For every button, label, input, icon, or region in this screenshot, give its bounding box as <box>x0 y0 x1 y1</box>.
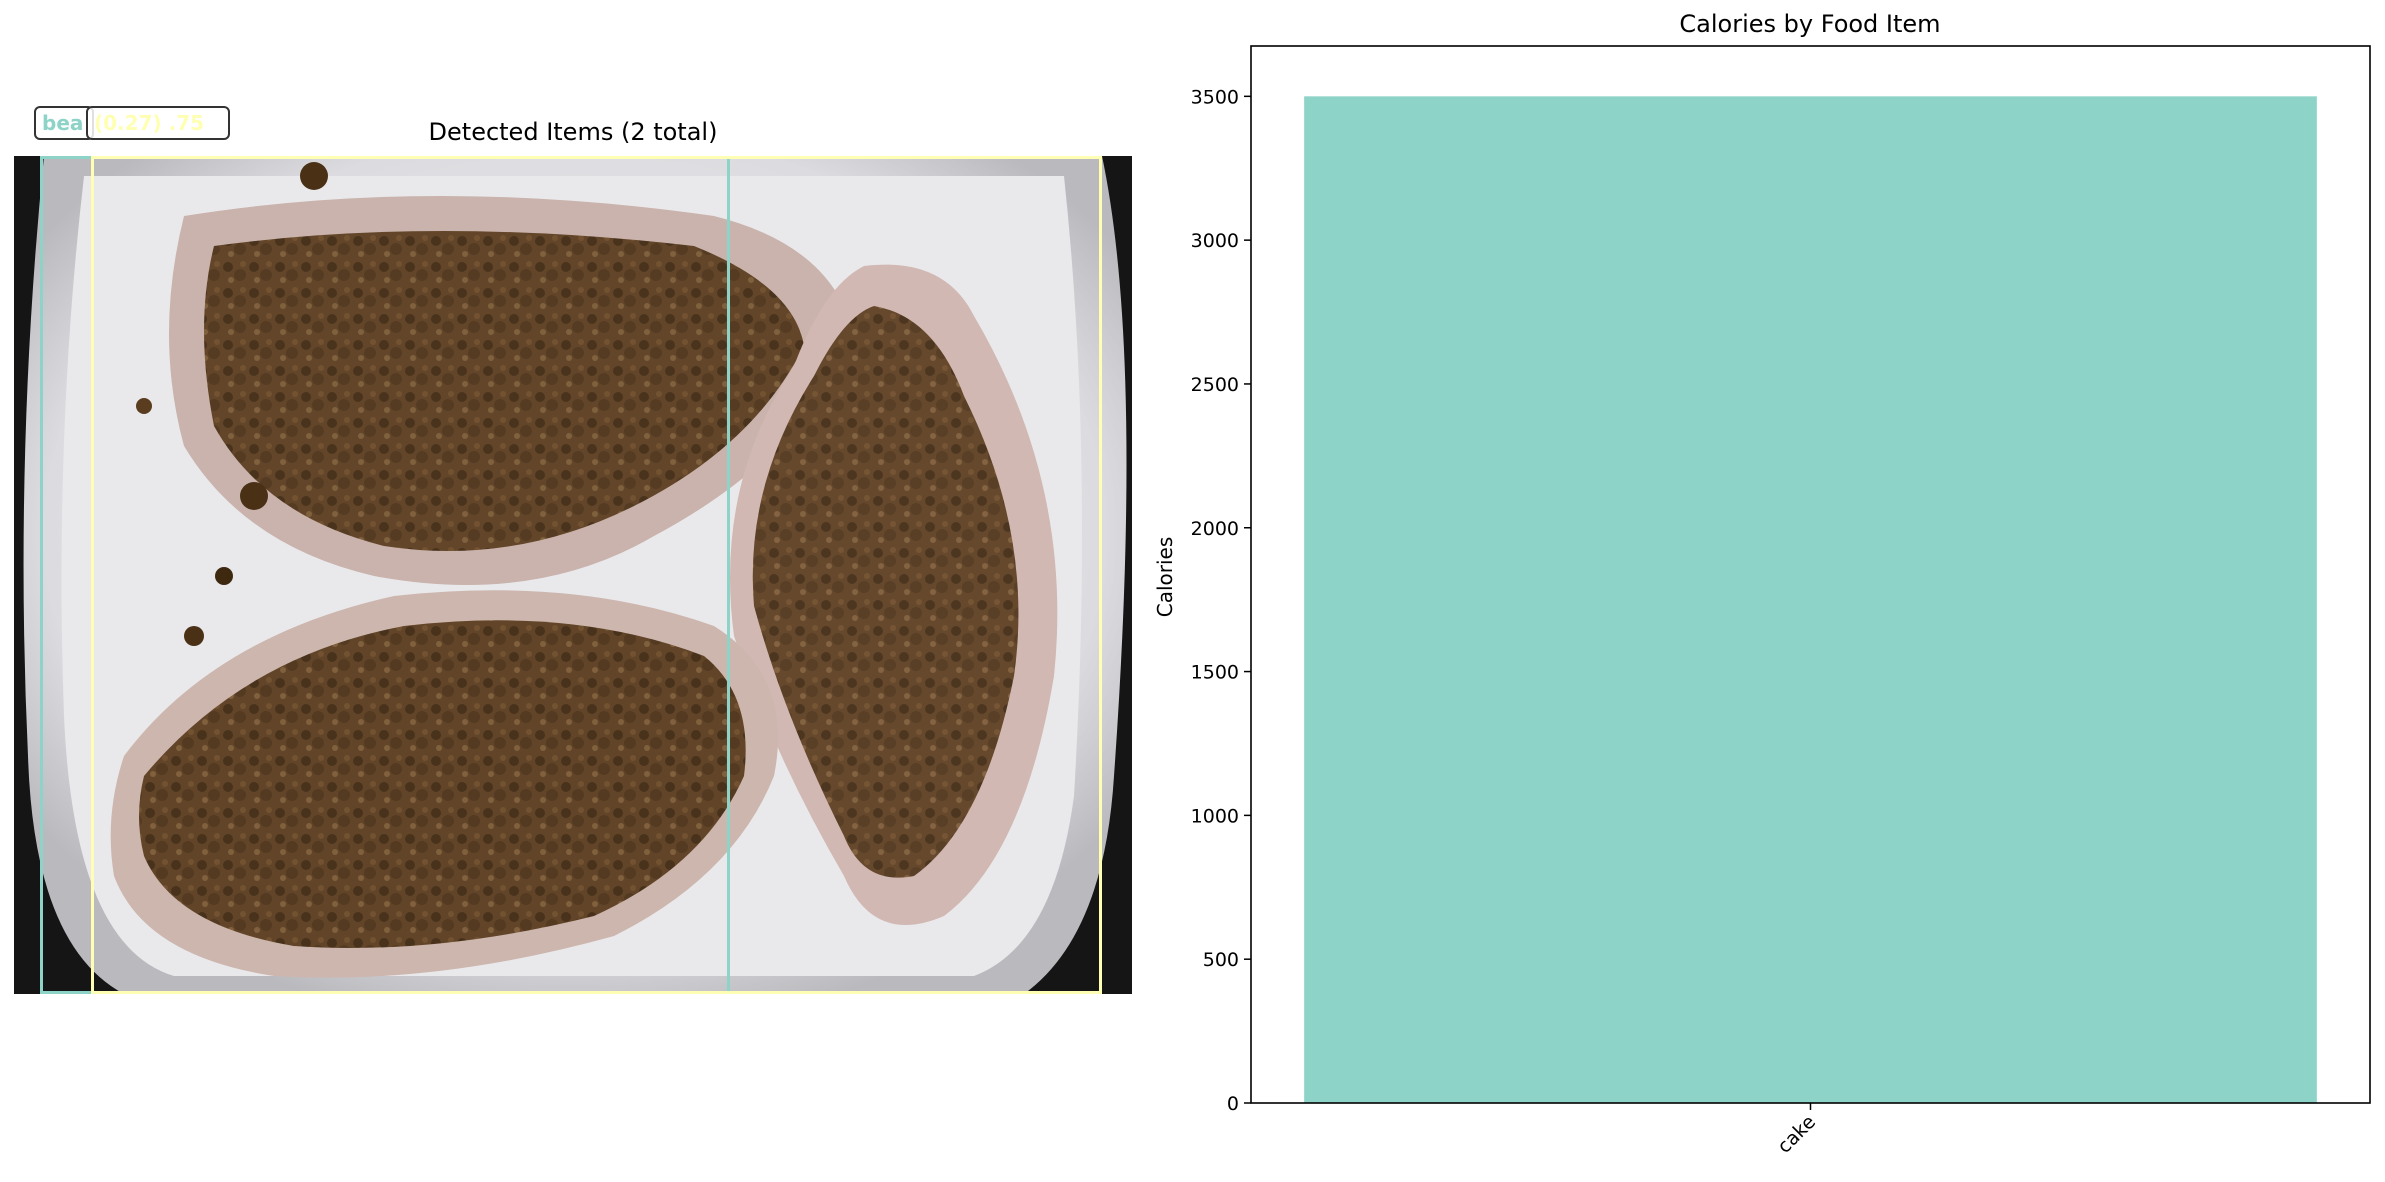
food-photo-image <box>14 156 1132 994</box>
detection-label-1-text: bea <box>42 111 84 135</box>
bar-cake <box>1304 96 2317 1104</box>
y-tick-label: 0 <box>1227 1093 1239 1115</box>
detection-label-2-text: (0.27) .75 <box>94 111 205 135</box>
y-tick-label: 3500 <box>1191 86 1239 108</box>
detection-label-1: bea <box>34 106 94 140</box>
plot-area-frame <box>1250 45 2371 1104</box>
chart-title: Calories by Food Item <box>1679 10 1940 38</box>
y-tick-label: 1000 <box>1191 805 1239 827</box>
x-tick-label: cake <box>1773 1111 1820 1158</box>
y-tick-label: 2500 <box>1191 374 1239 396</box>
y-tick-label: 1500 <box>1191 662 1239 684</box>
detection-box-2 <box>91 156 1102 994</box>
food-photo <box>14 156 1132 994</box>
y-tick-label: 2000 <box>1191 518 1239 540</box>
y-axis-label: Calories <box>1153 537 1177 618</box>
y-tick-label: 500 <box>1203 949 1239 971</box>
detection-label-2: (0.27) .75 <box>86 106 230 140</box>
y-tick-label: 3000 <box>1191 230 1239 252</box>
detection-panel-title: Detected Items (2 total) <box>428 118 718 146</box>
